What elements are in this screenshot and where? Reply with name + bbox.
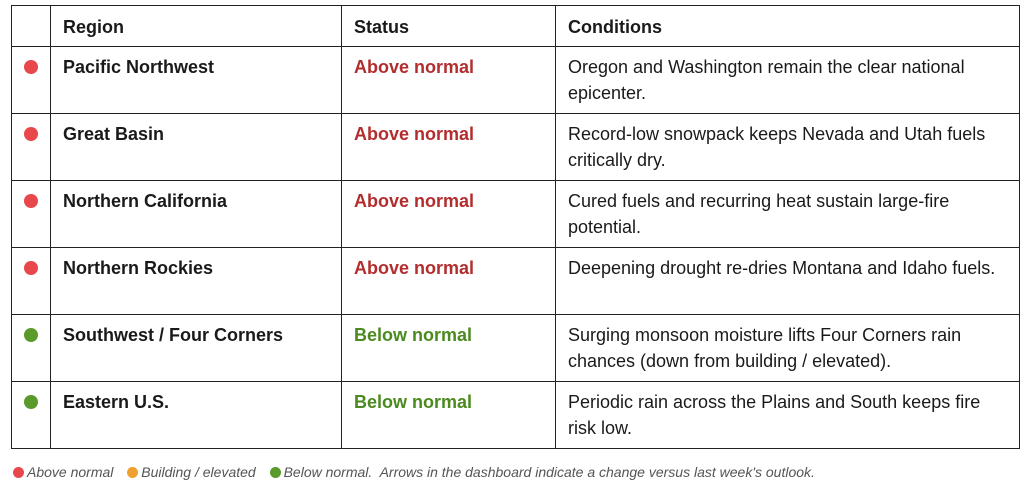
table-body: Pacific Northwest Above normal Oregon and … bbox=[11, 46, 1020, 449]
legend-note: Arrows in the dashboard indicate a chang… bbox=[379, 464, 815, 480]
table-row: Eastern U.S. Below normal Periodic rain ac… bbox=[11, 381, 1020, 449]
legend-item-below: Below normal. Arrows in the dashboard in… bbox=[269, 464, 815, 480]
legend: Above normal Building / elevated Below n… bbox=[13, 462, 815, 482]
legend-item-above: Above normal bbox=[13, 464, 113, 480]
region-cell: Pacific Northwest bbox=[50, 46, 342, 114]
conditions-cell: Deepening drought re-dries Montana and I… bbox=[555, 247, 1020, 315]
conditions-cell: Cured fuels and recurring heat sustain l… bbox=[555, 180, 1020, 248]
red-dot-icon bbox=[24, 127, 38, 141]
outlook-table-container: Region Status Conditions Pacific Northwe… bbox=[11, 5, 1020, 449]
outlook-table: Region Status Conditions Pacific Northwe… bbox=[11, 5, 1020, 449]
green-dot-icon bbox=[24, 395, 38, 409]
legend-label-below: Below normal. bbox=[283, 464, 373, 480]
status-cell: Below normal bbox=[341, 381, 556, 449]
region-cell: Great Basin bbox=[50, 113, 342, 181]
status-indicator-cell bbox=[11, 247, 51, 315]
region-cell: Eastern U.S. bbox=[50, 381, 342, 449]
legend-item-building: Building / elevated bbox=[127, 464, 256, 480]
region-cell: Southwest / Four Corners bbox=[50, 314, 342, 382]
conditions-cell: Record-low snowpack keeps Nevada and Uta… bbox=[555, 113, 1020, 181]
conditions-cell: Surging monsoon moisture lifts Four Corn… bbox=[555, 314, 1020, 382]
header-row: Region Status Conditions bbox=[11, 5, 1020, 47]
table-row: Northern California Above normal Cured fue… bbox=[11, 180, 1020, 248]
red-dot-icon bbox=[24, 261, 38, 275]
status-cell: Above normal bbox=[341, 247, 556, 315]
green-dot-icon bbox=[24, 328, 38, 342]
status-indicator-cell bbox=[11, 180, 51, 248]
status-cell: Below normal bbox=[341, 314, 556, 382]
red-dot-icon bbox=[13, 467, 24, 478]
conditions-cell: Oregon and Washington remain the clear n… bbox=[555, 46, 1020, 114]
legend-label-building: Building / elevated bbox=[141, 464, 256, 480]
table-row: Pacific Northwest Above normal Oregon and … bbox=[11, 46, 1020, 114]
status-cell: Above normal bbox=[341, 113, 556, 181]
status-indicator-cell bbox=[11, 46, 51, 114]
header-conditions: Conditions bbox=[555, 5, 1020, 47]
status-cell: Above normal bbox=[341, 180, 556, 248]
header-region: Region bbox=[50, 5, 342, 47]
legend-label-above: Above normal bbox=[27, 464, 114, 480]
header-status: Status bbox=[341, 5, 556, 47]
conditions-cell: Periodic rain across the Plains and Sout… bbox=[555, 381, 1020, 449]
status-cell: Above normal bbox=[341, 46, 556, 114]
header-indicator bbox=[11, 5, 51, 47]
green-dot-icon bbox=[269, 467, 281, 478]
red-dot-icon bbox=[24, 60, 38, 74]
status-indicator-cell bbox=[11, 314, 51, 382]
status-indicator-cell bbox=[11, 113, 51, 181]
red-dot-icon bbox=[24, 194, 38, 208]
status-indicator-cell bbox=[11, 381, 51, 449]
orange-dot-icon bbox=[127, 467, 139, 478]
table-row: Northern Rockies Above normal Deepening dr… bbox=[11, 247, 1020, 315]
table-row: Great Basin Above normal Record-low snowpa… bbox=[11, 113, 1020, 181]
table-row: Southwest / Four Corners Below normal Surg… bbox=[11, 314, 1020, 382]
region-cell: Northern California bbox=[50, 180, 342, 248]
region-cell: Northern Rockies bbox=[50, 247, 342, 315]
